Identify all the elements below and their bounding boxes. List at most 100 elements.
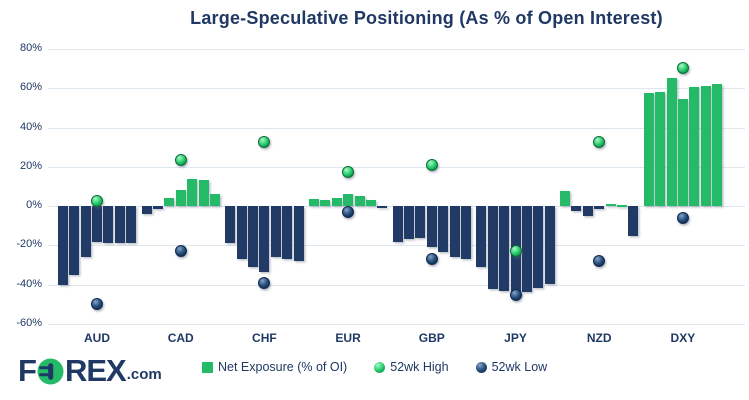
low-52wk-dot-dxy: [676, 211, 689, 224]
logo-text-com: .com: [126, 366, 162, 383]
gridline-80%: [48, 49, 745, 50]
bar-cad-6: [198, 179, 209, 207]
low-52wk-dot-nzd: [593, 255, 606, 268]
bar-aud-3: [80, 206, 91, 258]
legend-item-52wk-high: 52wk High: [374, 360, 449, 374]
bar-chf-6: [282, 206, 293, 260]
bar-eur-7: [377, 206, 388, 209]
bar-chf-1: [225, 206, 236, 244]
bar-aud-5: [103, 206, 114, 244]
high-52wk-dot-cad: [174, 154, 187, 166]
bar-eur-3: [331, 198, 342, 207]
bar-jpy-5: [521, 206, 532, 293]
high-52wk-dot-nzd: [593, 136, 606, 149]
bar-eur-1: [308, 199, 319, 207]
bar-chf-7: [293, 206, 304, 262]
bar-gbp-7: [461, 206, 471, 260]
high-52wk-dot-gbp: [425, 158, 438, 171]
bar-aud-1: [57, 206, 68, 285]
low-dot-marker: [475, 361, 487, 373]
bar-dxy-2: [655, 92, 666, 207]
bar-eur-4: [343, 194, 354, 207]
bar-gbp-3: [415, 206, 426, 239]
y-axis-tick-label: 20%: [19, 159, 42, 172]
low-52wk-dot-gbp: [425, 253, 438, 266]
y-axis-tick-label: -60%: [16, 317, 42, 329]
bar-cad-7: [209, 194, 220, 207]
x-axis-label-eur: EUR: [335, 331, 361, 345]
gridline-20%: [48, 166, 745, 168]
y-axis-tick-label: 0%: [26, 199, 42, 212]
logo-text-rex: REX: [64, 353, 127, 388]
low-52wk-dot-chf: [258, 276, 271, 289]
gridline--40%: [48, 284, 745, 286]
chart-title: Large-Speculative Positioning (As % of O…: [190, 8, 663, 28]
bar-nzd-3: [582, 206, 593, 216]
y-axis-tick-label: -20%: [16, 238, 42, 251]
legend-label-52wk-high: 52wk High: [390, 360, 449, 374]
bar-dxy-4: [677, 99, 688, 207]
forex-logo: F REX .com: [18, 353, 162, 388]
low-52wk-dot-jpy: [509, 288, 522, 301]
bar-cad-4: [175, 190, 186, 207]
bar-dxy-5: [689, 87, 700, 207]
bar-dxy-6: [700, 86, 711, 207]
bar-jpy-1: [476, 206, 487, 267]
bar-nzd-2: [571, 206, 582, 211]
bar-cad-3: [164, 198, 175, 207]
bar-eur-2: [320, 200, 331, 207]
bar-jpy-2: [487, 206, 498, 289]
bar-nzd-4: [594, 206, 605, 209]
bar-chf-4: [259, 206, 270, 272]
bar-eur-6: [365, 200, 376, 207]
low-52wk-dot-eur: [342, 206, 355, 218]
x-axis-label-aud: AUD: [84, 331, 110, 345]
x-axis-label-chf: CHF: [252, 331, 277, 345]
bar-gbp-4: [426, 206, 437, 248]
x-axis-label-nzd: NZD: [586, 331, 612, 345]
bar-dxy-7: [712, 84, 723, 207]
bar-jpy-6: [533, 206, 544, 288]
high-52wk-dot-dxy: [676, 61, 689, 74]
bar-aud-7: [126, 206, 137, 244]
y-axis-tick-label: -40%: [16, 277, 42, 290]
bar-chf-5: [270, 206, 281, 258]
gridline-40%: [48, 127, 745, 129]
bar-cad-1: [141, 206, 152, 214]
bar-eur-5: [354, 196, 365, 207]
bar-nzd-1: [560, 191, 570, 207]
low-52wk-dot-aud: [91, 298, 103, 311]
y-axis-tick-label: 40%: [19, 120, 42, 133]
bar-dxy-1: [643, 93, 654, 207]
forex-o-plug-icon: [37, 358, 64, 384]
bar-nzd-5: [605, 204, 616, 207]
bar-chf-3: [248, 206, 258, 267]
y-axis-tick-label: 80%: [19, 42, 42, 54]
bar-gbp-6: [449, 206, 460, 258]
legend-label-52wk-low: 52wk Low: [491, 360, 548, 374]
legend-item-net-exposure: Net Exposure (% of OI): [202, 360, 347, 374]
high-dot-marker: [374, 361, 386, 373]
bar-gbp-5: [438, 206, 449, 253]
bar-cad-2: [152, 206, 163, 209]
logo-text-f: F: [18, 353, 37, 388]
y-axis-tick-label: 60%: [19, 81, 42, 94]
bar-gbp-1: [392, 206, 403, 243]
x-axis-label-dxy: DXY: [670, 331, 696, 345]
legend-item-52wk-low: 52wk Low: [475, 360, 548, 374]
gridline--60%: [48, 324, 745, 325]
high-52wk-dot-jpy: [509, 245, 522, 258]
bar-chf-2: [236, 206, 247, 260]
bar-aud-2: [69, 206, 80, 275]
bar-cad-5: [187, 178, 198, 207]
bar-nzd-6: [617, 205, 627, 207]
bar-aud-6: [114, 206, 125, 244]
bar-jpy-7: [544, 206, 555, 284]
legend-label-net-exposure: Net Exposure (% of OI): [218, 360, 348, 374]
gridline--20%: [48, 245, 745, 247]
x-axis-label-jpy: JPY: [504, 331, 527, 345]
high-52wk-dot-chf: [258, 136, 271, 149]
high-52wk-dot-aud: [91, 195, 103, 208]
high-52wk-dot-eur: [342, 165, 355, 178]
